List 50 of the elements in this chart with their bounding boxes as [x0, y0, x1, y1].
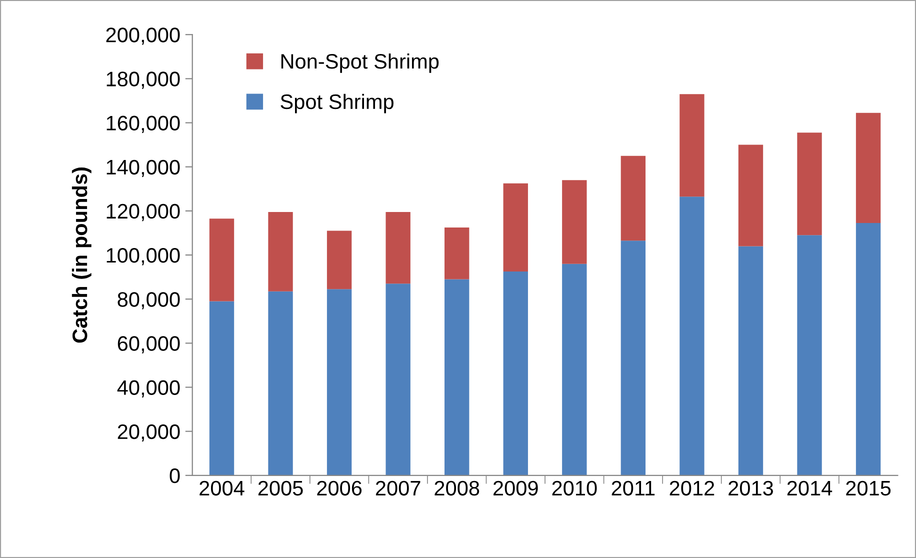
bar [326, 230, 352, 290]
y-axis-title: Catch (in pounds) [72, 168, 92, 343]
bar [386, 284, 410, 476]
x-tick-label: 2005 [258, 480, 303, 496]
y-tick-label: 160,000 [106, 116, 180, 133]
bar [562, 264, 587, 476]
bar [562, 180, 587, 264]
x-tick-label: 2011 [612, 480, 655, 496]
bar [738, 144, 764, 246]
legend-label: Spot Shrimp [280, 94, 394, 114]
bar [620, 240, 646, 476]
x-tick-label: 2014 [787, 480, 832, 496]
y-tick-label: 140,000 [106, 160, 180, 178]
bar [797, 132, 822, 236]
x-tick-label: 2012 [670, 480, 714, 496]
x-tick-label: 2007 [376, 480, 420, 496]
bar [856, 112, 881, 224]
y-tick-label: 100,000 [106, 248, 180, 266]
x-tick-label: 2009 [494, 480, 538, 496]
x-tick-label: 2006 [317, 480, 362, 496]
x-tick-label: 2013 [728, 480, 773, 496]
x-tick-label: 2008 [434, 480, 480, 496]
bar [209, 301, 234, 476]
y-tick-label: 40,000 [117, 380, 180, 398]
bar [209, 218, 234, 302]
x-tick-label: 2015 [846, 480, 891, 496]
bar [503, 183, 528, 272]
bar [620, 156, 646, 241]
bar [680, 196, 704, 476]
y-tick-label: 20,000 [118, 424, 180, 442]
y-tick-label: 180,000 [106, 72, 180, 89]
bar [268, 291, 293, 476]
bar [738, 246, 764, 476]
bar [268, 212, 293, 292]
bar [680, 94, 704, 197]
y-tick-label: 60,000 [118, 336, 180, 354]
bar [444, 227, 470, 280]
y-tick-label: 0 [170, 468, 180, 484]
bar [503, 272, 528, 476]
y-tick-label: 80,000 [118, 292, 180, 310]
bar [386, 212, 410, 284]
x-tick-label: 2010 [552, 480, 597, 496]
y-tick-label: 120,000 [106, 204, 180, 222]
bar [856, 223, 881, 476]
bar [444, 279, 470, 476]
bar [797, 235, 822, 476]
x-tick-label: 2004 [200, 480, 244, 496]
y-tick-label: 200,000 [106, 28, 180, 45]
legend-label: Non-Spot Shrimp [281, 53, 439, 73]
bar [326, 289, 352, 476]
